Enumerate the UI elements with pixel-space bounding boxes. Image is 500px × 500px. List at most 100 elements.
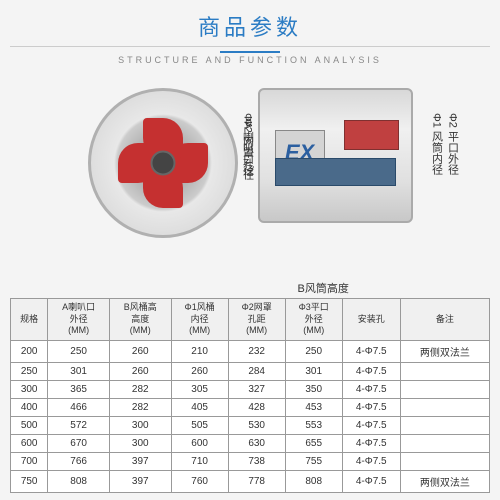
subtitle: STRUCTURE AND FUNCTION ANALYSIS [10,55,490,65]
table-cell: 200 [11,341,48,363]
table-cell [400,381,489,399]
table-header-cell: B风桶高高度(MM) [109,299,171,341]
header: 商品参数 STRUCTURE AND FUNCTION ANALYSIS [10,10,490,65]
table-cell: 600 [11,435,48,453]
table-cell: 300 [11,381,48,399]
accent-bar [220,51,280,53]
table-cell: 4-Φ7.5 [342,435,400,453]
table-row: 2002502602102322504-Φ7.5两侧双法兰 [11,341,490,363]
table-row: 7007663977107387554-Φ7.5 [11,453,490,471]
table-cell: 300 [109,417,171,435]
table-cell [400,363,489,381]
table-cell: 655 [285,435,342,453]
table-cell: 766 [48,453,110,471]
table-cell: 4-Φ7.5 [342,363,400,381]
table-cell: 260 [109,363,171,381]
table-row: 4004662824054284534-Φ7.5 [11,399,490,417]
table-cell: 600 [171,435,228,453]
table-row: 5005723005055305534-Φ7.5 [11,417,490,435]
table-cell: 4-Φ7.5 [342,417,400,435]
table-cell [400,399,489,417]
table-row: 3003652823053273504-Φ7.5 [11,381,490,399]
cylinder-body: EX [258,88,413,223]
table-header-cell: 备注 [400,299,489,341]
dim-outer: Φ2 平口外径 [445,113,461,175]
table-cell: 282 [109,399,171,417]
table-cell: 808 [285,471,342,493]
table-cell: 466 [48,399,110,417]
table-cell: 405 [171,399,228,417]
dim-inner: Φ1 风筒内径 [429,113,445,175]
table-cell: 738 [228,453,285,471]
table-cell: 500 [11,417,48,435]
table-cell: 365 [48,381,110,399]
table-cell: 284 [228,363,285,381]
table-cell [400,435,489,453]
dim-horn: ΦA 喇叭口径 [240,113,256,176]
table-cell: 400 [11,399,48,417]
warning-plate [344,120,399,150]
table-cell: 505 [171,417,228,435]
dim-height: B风筒高度 [298,280,349,296]
table-cell: 397 [109,453,171,471]
spec-table-container: 规格A喇叭口外径(MM)B风桶高高度(MM)Φ1风桶内径(MM)Φ2网罩孔距(M… [10,298,490,493]
table-cell: 232 [228,341,285,363]
table-cell: 808 [48,471,110,493]
table-cell: 282 [109,381,171,399]
product-diagram: Φ2 网罩孔径 EX ΦA 喇叭口径 Φ1 风筒内径 Φ2 平口外径 B风筒高度 [10,73,490,293]
table-header-cell: 安装孔 [342,299,400,341]
fan-blades [113,113,213,213]
page-title: 商品参数 [10,10,490,42]
table-header-cell: Φ2网罩孔距(MM) [228,299,285,341]
table-header-cell: Φ1风桶内径(MM) [171,299,228,341]
table-header-cell: A喇叭口外径(MM) [48,299,110,341]
table-cell: 755 [285,453,342,471]
table-cell: 428 [228,399,285,417]
table-cell: 4-Φ7.5 [342,471,400,493]
table-cell: 250 [11,363,48,381]
fan-front-view: Φ2 网罩孔径 [88,88,238,278]
table-cell: 453 [285,399,342,417]
table-header-cell: 规格 [11,299,48,341]
table-cell: 700 [11,453,48,471]
table-cell: 397 [109,471,171,493]
table-header-cell: Φ3平口外径(MM) [285,299,342,341]
table-cell: 630 [228,435,285,453]
table-cell: 两侧双法兰 [400,341,489,363]
spec-table: 规格A喇叭口外径(MM)B风桶高高度(MM)Φ1风桶内径(MM)Φ2网罩孔距(M… [10,298,490,493]
fan-housing [88,88,238,238]
table-body: 2002502602102322504-Φ7.5两侧双法兰25030126026… [11,341,490,493]
table-cell: 305 [171,381,228,399]
table-cell: 327 [228,381,285,399]
table-cell: 4-Φ7.5 [342,453,400,471]
table-cell: 710 [171,453,228,471]
table-cell: 350 [285,381,342,399]
info-plate [275,158,396,186]
hub-icon [150,151,175,176]
fan-side-view: EX ΦA 喇叭口径 Φ1 风筒内径 Φ2 平口外径 B风筒高度 [258,88,413,278]
table-cell: 260 [171,363,228,381]
table-header-row: 规格A喇叭口外径(MM)B风桶高高度(MM)Φ1风桶内径(MM)Φ2网罩孔距(M… [11,299,490,341]
table-cell: 210 [171,341,228,363]
table-cell: 4-Φ7.5 [342,341,400,363]
table-cell: 301 [48,363,110,381]
table-cell: 260 [109,341,171,363]
table-cell: 4-Φ7.5 [342,399,400,417]
table-cell: 301 [285,363,342,381]
table-cell [400,417,489,435]
table-row: 6006703006006306554-Φ7.5 [11,435,490,453]
table-cell: 778 [228,471,285,493]
table-cell: 250 [285,341,342,363]
table-cell: 300 [109,435,171,453]
table-cell: 4-Φ7.5 [342,381,400,399]
table-cell: 530 [228,417,285,435]
table-row: 2503012602602843014-Φ7.5 [11,363,490,381]
table-cell: 750 [11,471,48,493]
table-cell: 553 [285,417,342,435]
table-row: 7508083977607788084-Φ7.5两侧双法兰 [11,471,490,493]
table-cell: 两侧双法兰 [400,471,489,493]
table-cell [400,453,489,471]
table-cell: 670 [48,435,110,453]
divider [10,46,490,47]
table-cell: 760 [171,471,228,493]
